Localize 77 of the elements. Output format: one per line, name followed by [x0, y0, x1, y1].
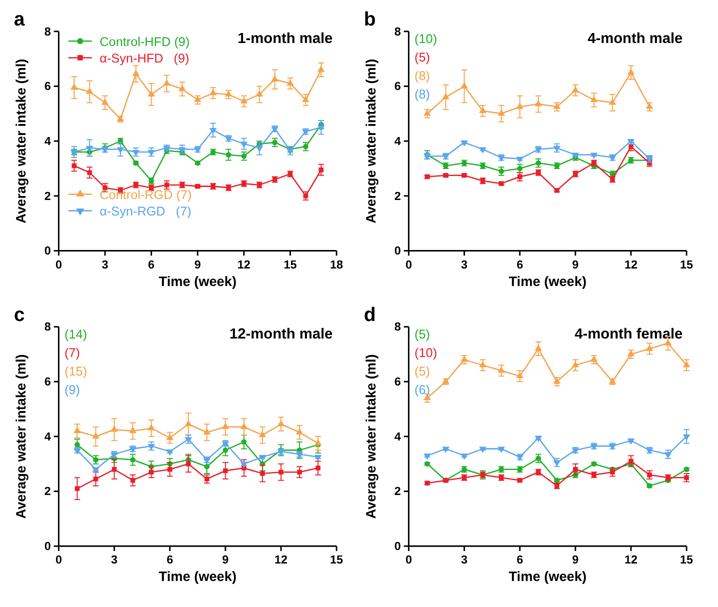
x-tick-label: 15 [284, 258, 298, 272]
text: (8) [414, 88, 430, 102]
chart-title: 4-month male [588, 31, 683, 48]
text: (5) [414, 50, 430, 65]
legend-label: Control-RGD (7) [100, 188, 192, 202]
x-axis-title: Time (week) [158, 569, 236, 584]
series-label: (8) [414, 69, 430, 84]
text: (10) [414, 346, 438, 360]
text: b [364, 8, 376, 31]
x-tick-label: 9 [572, 554, 580, 567]
y-tick-label: 4 [394, 134, 402, 148]
y-tick-label: 0 [394, 244, 402, 258]
y-tick-label: 6 [394, 80, 402, 94]
text: d [364, 304, 376, 326]
y-tick-label: 8 [394, 320, 402, 334]
y-axis-title: Average water intake (ml) [14, 354, 29, 519]
x-tick-label: 3 [111, 554, 118, 567]
y-tick-label: 0 [44, 244, 52, 258]
y-tick-label: 4 [394, 430, 402, 444]
y-tick-label: 6 [394, 376, 402, 389]
text: (10) [414, 32, 438, 46]
x-tick-label: 18 [330, 258, 344, 272]
chart-title: 12-month male [230, 326, 333, 342]
y-axis-title: Average water intake (ml) [364, 58, 379, 224]
x-tick-label: 0 [405, 554, 412, 567]
x-tick-label: 6 [148, 258, 156, 272]
x-tick-label: 0 [405, 258, 412, 272]
x-tick-label: 3 [461, 258, 468, 272]
y-tick-label: 2 [394, 190, 402, 203]
y-tick-label: 0 [394, 540, 402, 554]
y-axis-title: Average water intake (ml) [14, 58, 29, 224]
x-tick-label: 12 [624, 258, 638, 272]
text: (14) [64, 327, 88, 342]
x-tick-label: 0 [55, 554, 62, 567]
y-tick-label: 2 [394, 485, 402, 498]
text: (7) [64, 346, 80, 360]
x-tick-label: 0 [55, 258, 62, 272]
x-axis-title: Time (week) [508, 569, 586, 584]
x-axis-title: Time (week) [158, 274, 236, 289]
x-tick-label: 3 [102, 258, 109, 272]
chart-title: 4-month female [574, 326, 683, 342]
x-tick-label: 9 [572, 258, 580, 272]
series-label: (5) [414, 364, 430, 379]
y-tick-label: 8 [44, 320, 52, 334]
text: (15) [64, 364, 88, 379]
x-axis-title: Time (week) [508, 274, 586, 289]
x-tick-label: 6 [166, 554, 174, 567]
y-tick-label: 4 [44, 430, 52, 444]
x-tick-label: 6 [516, 554, 524, 567]
y-axis-title: Average water intake (ml) [364, 354, 379, 519]
x-tick-label: 3 [461, 554, 468, 567]
x-tick-label: 15 [330, 554, 344, 567]
x-tick-label: 9 [194, 258, 202, 272]
legend-label: α-Syn-HFD (9) [100, 52, 190, 66]
y-tick-label: 4 [44, 134, 52, 148]
y-tick-label: 2 [44, 190, 52, 203]
y-tick-label: 8 [394, 25, 402, 38]
chart-title: 1-month male [238, 31, 333, 48]
text: a [14, 8, 25, 31]
x-tick-label: 9 [222, 554, 230, 567]
text: (9) [64, 383, 80, 398]
x-tick-label: 6 [516, 258, 524, 272]
x-tick-label: 12 [274, 554, 288, 567]
legend-label: α-Syn-RGD (7) [100, 204, 192, 219]
y-tick-label: 6 [44, 376, 52, 389]
y-tick-label: 6 [44, 80, 52, 94]
text: (6) [414, 383, 430, 398]
y-tick-label: 0 [44, 540, 52, 554]
legend-label: Control-HFD (9) [100, 35, 190, 50]
y-tick-label: 8 [44, 25, 52, 38]
x-tick-label: 15 [680, 258, 694, 272]
y-tick-label: 2 [44, 485, 52, 498]
x-tick-label: 15 [680, 554, 694, 567]
x-tick-label: 12 [624, 554, 638, 567]
x-tick-label: 12 [237, 258, 251, 272]
text: c [14, 304, 25, 326]
text: (5) [414, 327, 430, 342]
